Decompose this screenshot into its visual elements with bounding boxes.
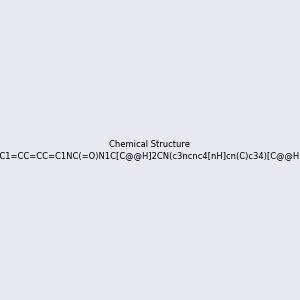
Text: Chemical Structure
CCOC1=CC=CC=C1NC(=O)N1C[C@@H]2CN(c3ncnc4[nH]cn(C)c34)[C@@H]2C: Chemical Structure CCOC1=CC=CC=C1NC(=O)N… [0,140,300,160]
